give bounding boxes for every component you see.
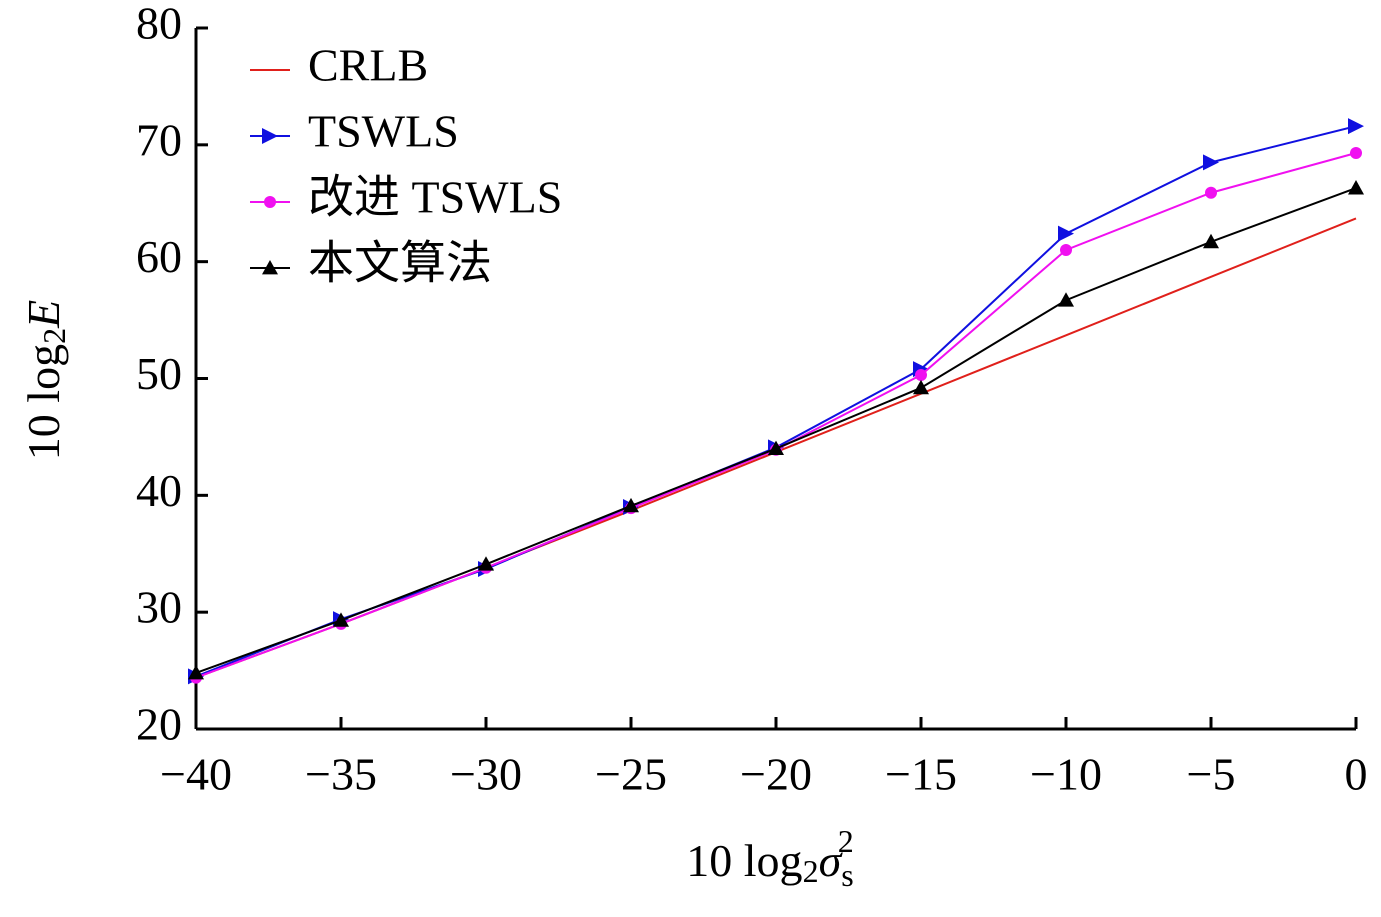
data-point <box>623 497 639 513</box>
x-tick-label: −10 <box>1030 749 1102 800</box>
legend-label: TSWLS <box>308 106 459 157</box>
data-point <box>1058 292 1074 307</box>
data-point <box>1058 225 1074 242</box>
y-label-sub: 2 <box>36 328 72 344</box>
data-point <box>1060 243 1072 256</box>
data-point <box>913 379 929 395</box>
y-tick-label: 60 <box>136 231 182 282</box>
legend-marker <box>262 260 278 275</box>
x-tick-label: −40 <box>160 749 232 800</box>
y-label-text: 10 log <box>18 344 69 460</box>
x-label-var: σ <box>819 835 844 886</box>
x-label-sub2: s <box>841 857 853 893</box>
x-label-sub: 2 <box>803 853 819 889</box>
data-point <box>915 368 927 381</box>
data-point <box>188 664 204 680</box>
data-point <box>1348 180 1364 195</box>
legend-label: 本文算法 <box>308 238 492 289</box>
x-tick-label: −20 <box>740 749 812 800</box>
data-point <box>478 556 494 571</box>
data-point <box>1348 118 1364 135</box>
x-tick-label: −30 <box>450 749 522 800</box>
y-tick-label: 30 <box>136 582 182 633</box>
legend-marker <box>264 196 276 208</box>
y-label-var: E <box>18 300 69 329</box>
x-tick-label: −35 <box>305 749 377 800</box>
x-label-text: 10 log <box>686 835 802 886</box>
data-point <box>333 612 349 627</box>
y-tick-label: 70 <box>136 114 182 165</box>
data-point <box>1205 186 1217 199</box>
x-tick-label: −15 <box>885 749 957 800</box>
x-tick-label: 0 <box>1345 749 1368 800</box>
legend-label: CRLB <box>308 40 428 91</box>
legend-marker <box>262 128 278 144</box>
y-tick-label: 50 <box>136 348 182 399</box>
legend-label: 改进 TSWLS <box>308 172 562 223</box>
series-line <box>195 152 1357 679</box>
y-tick-label: 80 <box>136 0 182 49</box>
data-point <box>1203 154 1219 171</box>
y-axis-label: 10 log2E <box>18 300 73 460</box>
x-tick-label: −5 <box>1187 749 1236 800</box>
y-tick-label: 40 <box>136 465 182 516</box>
data-point <box>1350 147 1362 160</box>
x-tick-label: −25 <box>595 749 667 800</box>
data-point <box>768 440 784 455</box>
data-point <box>1203 233 1219 249</box>
x-label-sup: 2 <box>838 823 854 859</box>
x-axis-label: 10 log2σs2 <box>686 823 853 893</box>
y-tick-label: 20 <box>136 699 182 750</box>
